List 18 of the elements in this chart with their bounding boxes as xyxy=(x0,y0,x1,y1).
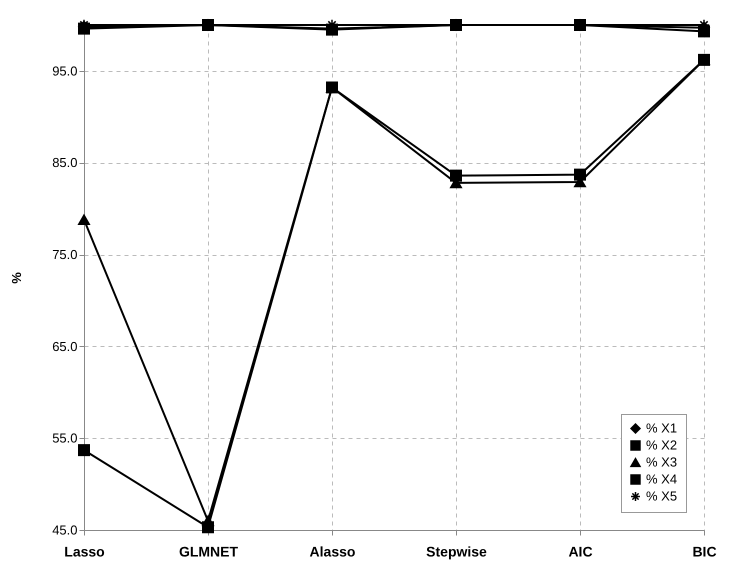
legend-label: % X4 xyxy=(646,472,678,486)
legend-label: % X3 xyxy=(646,454,678,470)
x-tick-label: GLMNET xyxy=(178,544,238,560)
x-tick-label: BIC xyxy=(692,544,717,560)
legend-label: % X5 xyxy=(646,488,678,504)
x-tick-label: Lasso xyxy=(64,544,105,560)
y-tick-label: 75.0 xyxy=(52,247,78,262)
y-tick-label: 55.0 xyxy=(52,430,78,446)
legend-label: % X2 xyxy=(646,438,678,452)
legend-label: % X1 xyxy=(646,420,678,436)
y-tick-label: 95.0 xyxy=(52,63,78,78)
x-tick-label: AIC xyxy=(568,544,593,560)
y-tick-label: 45.0 xyxy=(52,522,78,538)
y-axis-title: % xyxy=(9,272,24,284)
y-tick-label: 85.0 xyxy=(52,155,78,170)
x-tick-label: Stepwise xyxy=(426,544,488,560)
x-tick-label: Alasso xyxy=(310,544,356,560)
y-tick-label: 65.0 xyxy=(52,338,78,354)
